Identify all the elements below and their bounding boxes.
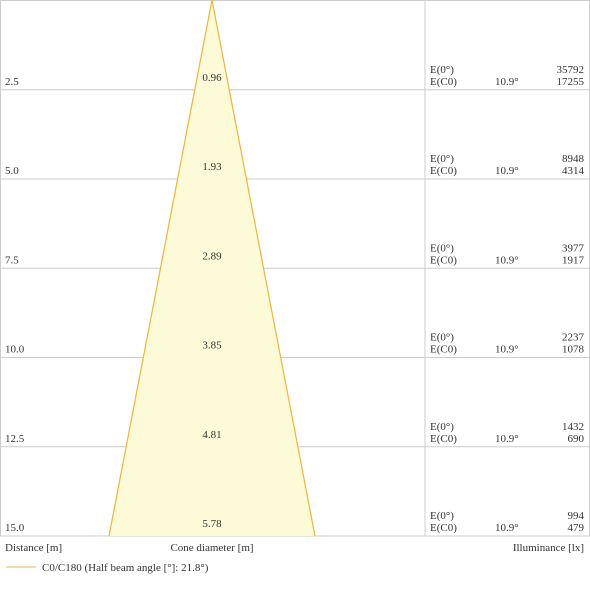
legend-label: C0/C180 (Half beam angle [°]: 21.8°) xyxy=(42,562,209,574)
distance-label: 12.5 xyxy=(5,433,25,445)
ec0-value: 690 xyxy=(568,433,585,445)
ec0-value: 479 xyxy=(568,522,585,534)
ec0-label: E(C0) xyxy=(430,433,457,445)
distance-label: 10.0 xyxy=(5,344,25,356)
cone-diameter-value: 2.89 xyxy=(202,250,222,262)
half-angle-value: 10.9° xyxy=(495,76,519,88)
cone-diameter-value: 3.85 xyxy=(202,340,222,352)
ec0-label: E(C0) xyxy=(430,165,457,177)
half-angle-value: 10.9° xyxy=(495,165,519,177)
ec0-label: E(C0) xyxy=(430,344,457,356)
ec0-label: E(C0) xyxy=(430,254,457,266)
distance-label: 15.0 xyxy=(5,522,25,534)
e0-value: 8948 xyxy=(562,153,585,165)
e0-label: E(0°) xyxy=(430,242,454,254)
half-angle-value: 10.9° xyxy=(495,344,519,356)
distance-label: 2.5 xyxy=(5,76,19,88)
cone-diameter-value: 4.81 xyxy=(202,429,221,441)
e0-value: 35792 xyxy=(557,64,585,76)
half-angle-value: 10.9° xyxy=(495,254,519,266)
half-angle-value: 10.9° xyxy=(495,433,519,445)
cone-edge-left xyxy=(108,0,213,537)
x-axis-label: Distance [m] xyxy=(5,542,62,554)
cone-edge-right xyxy=(211,0,316,537)
ec0-value: 4314 xyxy=(562,165,585,177)
e0-label: E(0°) xyxy=(430,510,454,522)
ec0-label: E(C0) xyxy=(430,76,457,88)
e0-value: 994 xyxy=(568,510,585,522)
e0-value: 2237 xyxy=(562,332,585,344)
e0-label: E(0°) xyxy=(430,153,454,165)
ec0-label: E(C0) xyxy=(430,522,457,534)
cone-fill xyxy=(109,0,315,536)
e0-label: E(0°) xyxy=(430,421,454,433)
cone-diameter-value: 0.96 xyxy=(202,72,222,84)
e0-label: E(0°) xyxy=(430,332,454,344)
ec0-value: 1917 xyxy=(562,254,585,266)
e0-value: 1432 xyxy=(562,421,584,433)
e0-value: 3977 xyxy=(562,242,585,254)
distance-label: 7.5 xyxy=(5,254,19,266)
cone-diameter-value: 1.93 xyxy=(202,161,222,173)
ec0-value: 1078 xyxy=(562,344,585,356)
beam-cone xyxy=(108,0,316,537)
illuminance-label: Illuminance [lx] xyxy=(513,542,584,554)
e0-label: E(0°) xyxy=(430,64,454,76)
distance-label: 5.0 xyxy=(5,165,19,177)
ec0-value: 17255 xyxy=(557,76,585,88)
cone-diameter-label: Cone diameter [m] xyxy=(170,542,253,554)
half-angle-value: 10.9° xyxy=(495,522,519,534)
cone-diameter-value: 5.78 xyxy=(202,518,222,530)
